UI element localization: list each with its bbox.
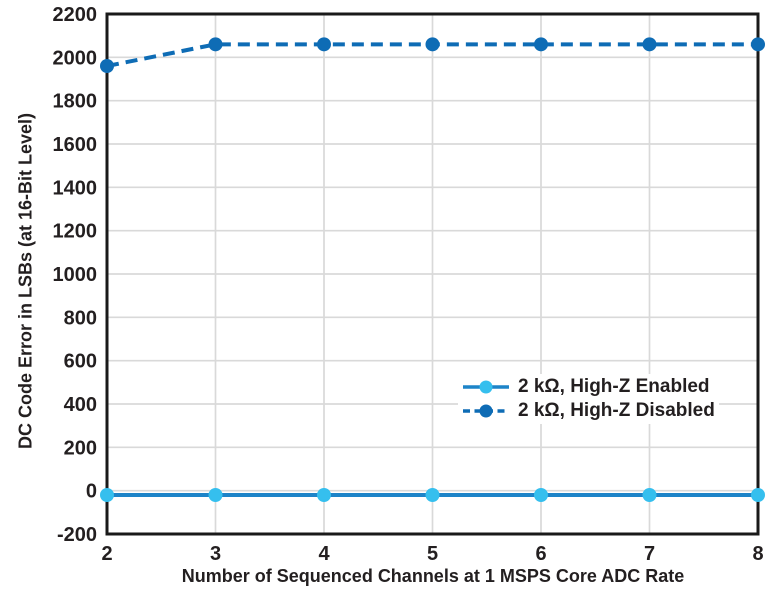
x-tick-label: 6 (535, 543, 546, 565)
data-point-series-1 (208, 37, 223, 52)
data-point-series-0 (751, 488, 765, 502)
data-point-series-1 (100, 59, 114, 73)
y-tick-label: -200 (57, 524, 97, 546)
x-tick-label: 4 (318, 543, 330, 565)
legend-dashed-line-icon (463, 404, 509, 418)
y-tick-label: 1400 (53, 177, 98, 199)
data-point-series-1 (751, 37, 765, 52)
y-tick-label: 400 (64, 394, 97, 416)
legend-solid-line-icon (463, 380, 509, 394)
data-point-series-0 (208, 488, 223, 502)
y-tick-label: 1800 (53, 91, 98, 113)
data-point-series-0 (642, 488, 657, 502)
data-point-series-0 (534, 488, 548, 502)
data-point-series-1 (425, 37, 440, 52)
y-tick-label: 600 (64, 351, 97, 373)
data-point-series-0 (100, 488, 114, 502)
y-tick-label: 2000 (53, 47, 98, 69)
data-point-series-1 (534, 37, 548, 52)
y-tick-label: 1200 (53, 221, 98, 243)
plot-border (105, 12, 760, 536)
legend-item-enabled: 2 kΩ, High-Z Enabled (462, 376, 715, 398)
legend-label-enabled: 2 kΩ, High-Z Enabled (518, 376, 710, 397)
y-tick-label: 2200 (53, 4, 98, 26)
legend-label-disabled: 2 kΩ, High-Z Disabled (518, 400, 715, 421)
legend-item-disabled: 2 kΩ, High-Z Disabled (462, 400, 715, 422)
x-tick-label: 2 (101, 543, 112, 565)
y-tick-label: 1000 (53, 264, 98, 286)
data-point-series-0 (317, 488, 331, 502)
y-tick-label: 800 (64, 307, 97, 329)
data-point-series-1 (317, 37, 331, 52)
y-tick-label: 0 (86, 481, 97, 503)
y-tick-label: 200 (64, 437, 97, 459)
y-tick-label: 1600 (53, 134, 98, 156)
x-tick-label: 7 (644, 543, 655, 565)
data-point-series-0 (425, 488, 440, 502)
y-axis-label: DC Code Error in LSBs (at 16-Bit Level) (15, 112, 36, 450)
x-tick-label: 3 (210, 543, 221, 565)
x-tick-label: 8 (752, 543, 763, 565)
chart-legend: 2 kΩ, High-Z Enabled 2 kΩ, High-Z Disabl… (458, 374, 719, 424)
x-axis-label: Number of Sequenced Channels at 1 MSPS C… (181, 566, 685, 586)
data-point-series-1 (642, 37, 657, 52)
x-tick-label: 5 (427, 543, 438, 565)
